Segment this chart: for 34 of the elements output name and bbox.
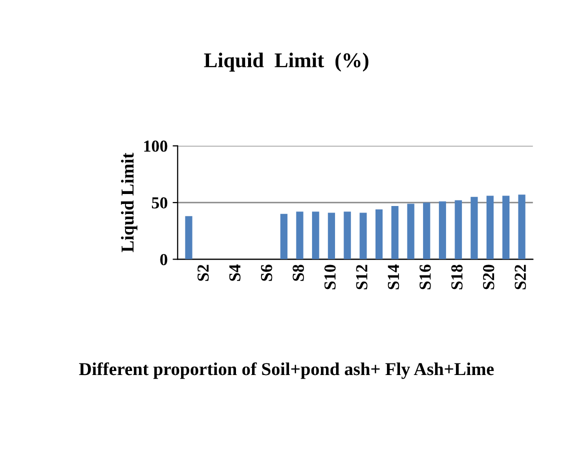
x-tick-label: S10: [324, 264, 336, 290]
x-tick-label: S20: [482, 264, 494, 290]
x-tick-label: S22: [514, 264, 526, 290]
y-tick-label: 0: [160, 254, 168, 266]
bar: [454, 200, 462, 260]
bar: [328, 212, 336, 260]
y-tick-label: 50: [152, 197, 168, 209]
x-tick-label: S6: [261, 264, 272, 281]
bar: [280, 214, 288, 260]
x-tick-label: S12: [356, 264, 368, 290]
bar: [486, 196, 494, 260]
bar: [375, 209, 383, 260]
bar: [185, 216, 192, 260]
bar: [423, 202, 430, 260]
bar: [470, 196, 478, 260]
y-tick-label: 100: [144, 140, 168, 152]
bar: [296, 212, 304, 260]
x-tick-label: S8: [292, 264, 304, 281]
y-axis-title: Liquid Limit: [120, 152, 138, 252]
bar: [360, 212, 367, 260]
bar: [438, 201, 446, 260]
chart-title: Liquid Limit (%): [204, 52, 368, 72]
bar: [407, 204, 414, 260]
bar: [312, 212, 320, 260]
bar: [518, 194, 526, 260]
bar: [502, 196, 510, 260]
x-tick-label: S14: [388, 264, 400, 290]
x-tick-label: S16: [420, 264, 431, 290]
x-tick-label: S4: [229, 264, 240, 281]
x-tick-label: S2: [198, 264, 209, 281]
bar: [344, 212, 351, 260]
x-tick-label: S18: [451, 264, 463, 290]
x-axis-title: Different proportion of Soil+pond ash+ Fly Ash+Lime: [79, 362, 494, 379]
bar: [391, 206, 398, 260]
